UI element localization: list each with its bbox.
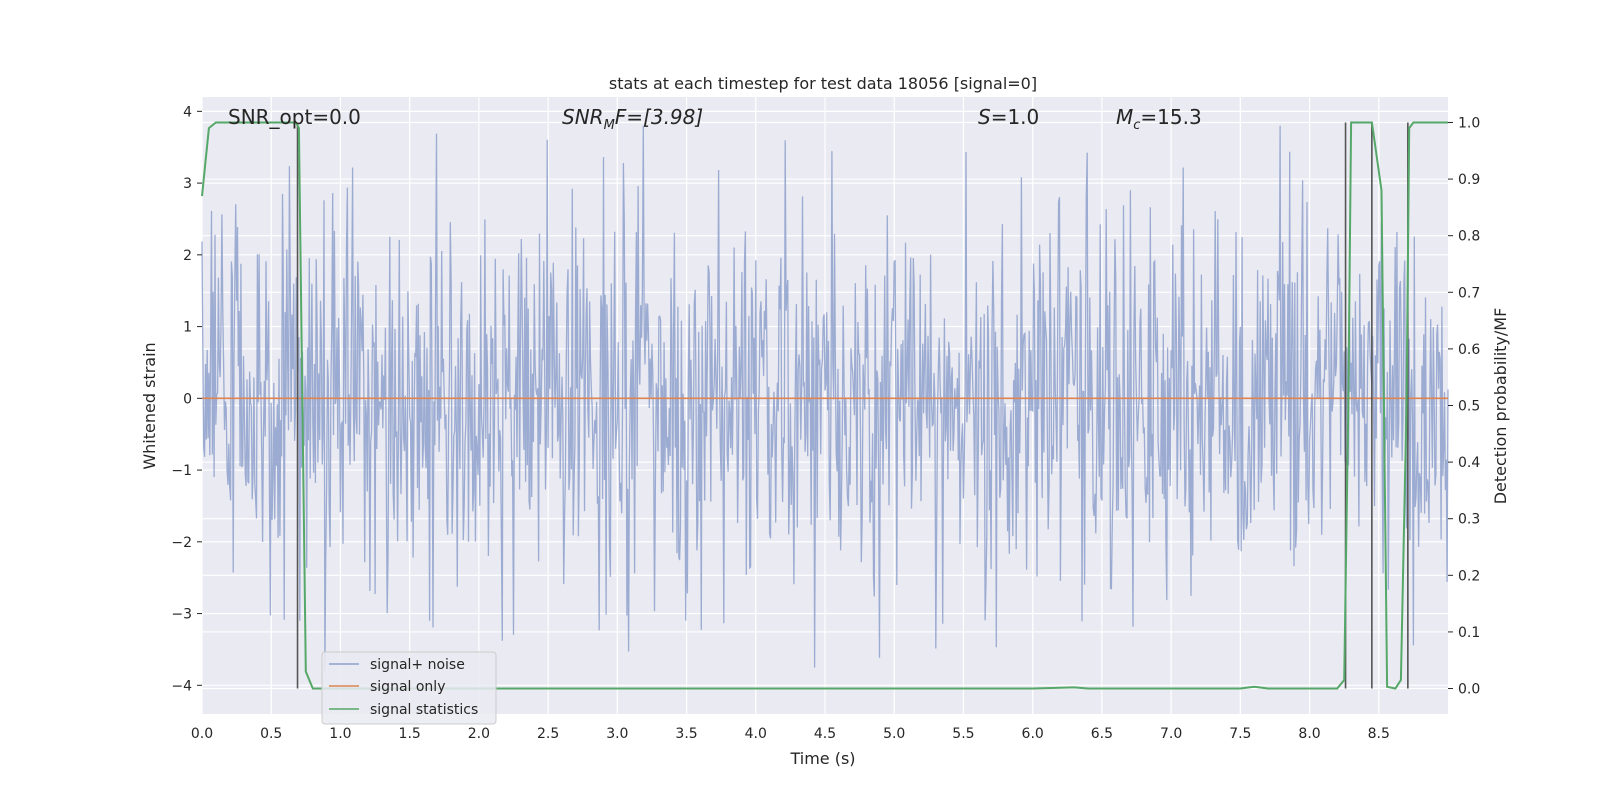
y-tick-label-right: 0.9 xyxy=(1458,172,1480,188)
x-tick-label: 0.0 xyxy=(191,726,213,742)
grid-lines xyxy=(201,97,1448,714)
tick-labels: 0.0 0.5 1.0 1.5 2.0 2.5 3.0 3.5 4.0 4.5 5.0 5.5 6.0 6… xyxy=(171,104,1480,742)
legend-label-signal-only: signal only xyxy=(370,679,445,695)
annotation-mc-sub: c xyxy=(1133,118,1140,133)
y-axis-label-right: Detection probability/MF xyxy=(1491,308,1510,505)
x-tick-label: 7.0 xyxy=(1160,726,1182,742)
x-tick-label: 6.0 xyxy=(1022,726,1044,742)
annotation-s-main: S xyxy=(978,105,991,129)
annotation-snr-mf-main: SNR xyxy=(562,105,604,129)
signal-statistics-line xyxy=(201,121,1448,690)
x-tick-label: 7.5 xyxy=(1229,726,1251,742)
x-tick-label: 3.5 xyxy=(675,726,697,742)
y-tick-label-left: −3 xyxy=(171,607,192,623)
y-tick-label-right: 0.0 xyxy=(1458,682,1480,698)
y-tick-label-left: 3 xyxy=(183,176,192,192)
signal-statistics-series xyxy=(201,121,1448,690)
x-tick-label: 4.5 xyxy=(814,726,836,742)
y-tick-label-left: −4 xyxy=(171,678,192,694)
x-tick-label: 0.5 xyxy=(260,726,282,742)
y-tick-label-right: 0.4 xyxy=(1458,455,1480,471)
x-tick-label: 8.5 xyxy=(1368,726,1390,742)
annotation-mc: Mc=15.3 xyxy=(1116,105,1202,133)
x-axis-label: Time (s) xyxy=(789,749,855,768)
y-tick-label-left: −1 xyxy=(171,463,192,479)
legend-label-signal-statistics: signal statistics xyxy=(370,702,478,718)
y-tick-label-right: 0.8 xyxy=(1458,229,1480,245)
chart-title: stats at each timestep for test data 180… xyxy=(609,74,1037,93)
annotation-s: S=1.0 xyxy=(978,105,1039,129)
y-tick-label-left: 4 xyxy=(183,104,192,120)
legend: signal+ noise signal only signal statist… xyxy=(321,651,497,725)
x-tick-label: 2.5 xyxy=(537,726,559,742)
annotation-mc-rest: =15.3 xyxy=(1140,105,1201,129)
annotation-s-rest: =1.0 xyxy=(991,105,1040,129)
annotation-snr-mf-rest: F=[3.98] xyxy=(615,105,703,129)
x-tick-label: 5.0 xyxy=(883,726,905,742)
y-tick-label-right: 0.7 xyxy=(1458,285,1480,301)
annotation-snr-mf-sub: M xyxy=(604,118,615,133)
y-axis-label-left: Whitened strain xyxy=(140,342,159,469)
annotation-snr-mf: SNRMF=[3.98] xyxy=(562,105,703,133)
annotation-snr-opt: SNR_opt=0.0 xyxy=(228,105,361,129)
x-tick-label: 6.5 xyxy=(1091,726,1113,742)
y-tick-label-right: 0.5 xyxy=(1458,399,1480,415)
x-tick-label: 2.0 xyxy=(468,726,490,742)
x-tick-label: 3.0 xyxy=(606,726,628,742)
x-tick-label: 5.5 xyxy=(952,726,974,742)
x-tick-label: 8.0 xyxy=(1298,726,1320,742)
y-tick-label-left: −2 xyxy=(171,535,192,551)
x-tick-label: 1.5 xyxy=(399,726,421,742)
x-tick-label: 4.0 xyxy=(745,726,767,742)
y-tick-label-left: 2 xyxy=(183,248,192,264)
y-tick-label-right: 0.3 xyxy=(1458,512,1480,528)
x-tick-label: 1.0 xyxy=(329,726,351,742)
signal-noise-series xyxy=(201,125,1449,672)
y-tick-label-left: 0 xyxy=(183,391,192,407)
signal-noise-line xyxy=(201,125,1449,672)
y-tick-label-right: 1.0 xyxy=(1458,115,1480,131)
legend-box xyxy=(321,651,497,725)
annotation-mc-main: M xyxy=(1116,105,1133,129)
y-tick-label-right: 0.6 xyxy=(1458,342,1480,358)
legend-label-signal-noise: signal+ noise xyxy=(370,657,465,673)
y-tick-label-left: 1 xyxy=(183,320,192,336)
y-tick-label-right: 0.2 xyxy=(1458,568,1480,584)
y-tick-label-right: 0.1 xyxy=(1458,625,1480,641)
